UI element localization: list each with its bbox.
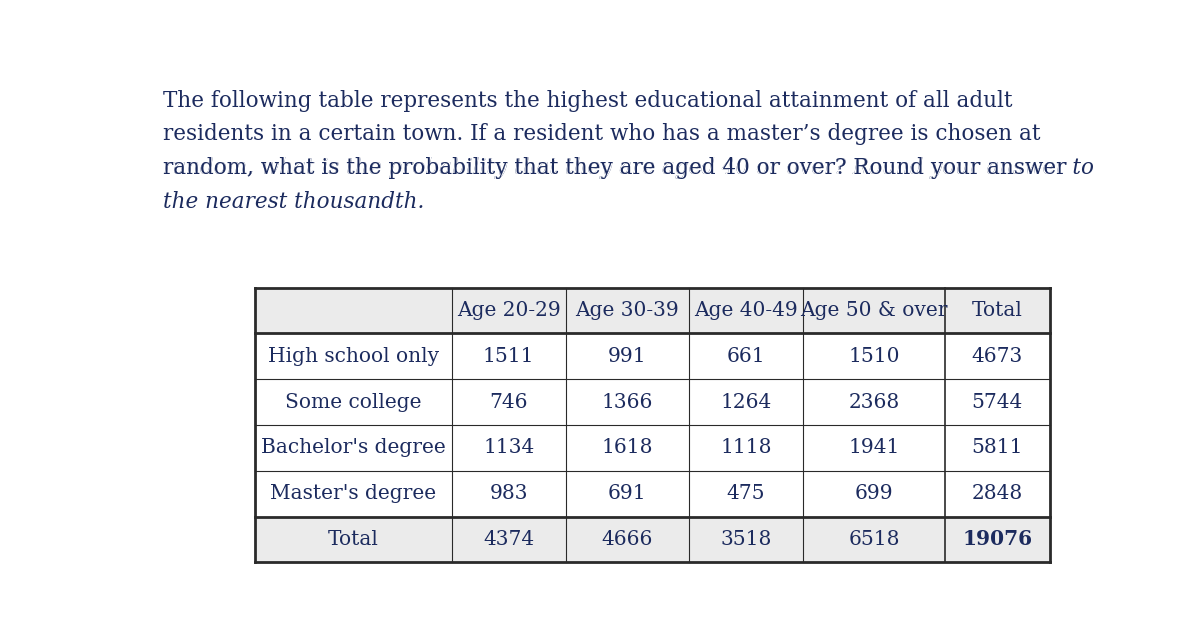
Text: 746: 746 bbox=[490, 393, 528, 412]
Bar bbox=[255, 471, 1050, 516]
Text: 475: 475 bbox=[727, 484, 765, 503]
Text: Master's degree: Master's degree bbox=[271, 484, 436, 503]
Text: random, what is the probability that they are aged 40 or over? Round your answer: random, what is the probability that the… bbox=[163, 157, 1073, 179]
Text: 1941: 1941 bbox=[849, 439, 900, 457]
Text: Total: Total bbox=[328, 530, 379, 549]
Text: 4374: 4374 bbox=[483, 530, 534, 549]
Text: 691: 691 bbox=[608, 484, 647, 503]
Text: 1510: 1510 bbox=[849, 347, 900, 366]
Text: 6518: 6518 bbox=[849, 530, 900, 549]
Text: random, what is the probability that they are aged 40 or over? Round your answer: random, what is the probability that the… bbox=[163, 157, 1094, 179]
Text: 4673: 4673 bbox=[971, 347, 1023, 366]
Text: 983: 983 bbox=[490, 484, 528, 503]
Bar bbox=[255, 379, 1050, 425]
Text: 991: 991 bbox=[608, 347, 647, 366]
Text: 1511: 1511 bbox=[483, 347, 534, 366]
Text: 661: 661 bbox=[727, 347, 765, 366]
Text: Age 40-49: Age 40-49 bbox=[694, 301, 797, 320]
Text: the nearest thousandth.: the nearest thousandth. bbox=[163, 190, 424, 213]
Text: Bachelor's degree: Bachelor's degree bbox=[261, 439, 446, 457]
Text: 1618: 1618 bbox=[602, 439, 653, 457]
Text: 1264: 1264 bbox=[720, 393, 771, 412]
Bar bbox=[255, 287, 1050, 333]
Text: Some college: Some college bbox=[285, 393, 422, 412]
Text: Age 50 & over: Age 50 & over bbox=[800, 301, 948, 320]
Text: The following table represents the highest educational attainment of all adult: The following table represents the highe… bbox=[163, 89, 1012, 111]
Bar bbox=[255, 425, 1050, 471]
Text: 2368: 2368 bbox=[849, 393, 900, 412]
Text: 2848: 2848 bbox=[971, 484, 1023, 503]
Text: 699: 699 bbox=[855, 484, 893, 503]
Text: 4666: 4666 bbox=[602, 530, 653, 549]
Text: 5811: 5811 bbox=[971, 439, 1023, 457]
Text: residents in a certain town. If a resident who has a master’s degree is chosen a: residents in a certain town. If a reside… bbox=[163, 123, 1041, 145]
Bar bbox=[255, 516, 1050, 563]
Text: 5744: 5744 bbox=[971, 393, 1023, 412]
Text: 1118: 1118 bbox=[720, 439, 772, 457]
Text: Age 20-29: Age 20-29 bbox=[457, 301, 560, 320]
Bar bbox=[255, 333, 1050, 379]
Text: random, what is the probability that they are aged 40 or over? Round your answer: random, what is the probability that the… bbox=[163, 157, 1073, 179]
Text: Age 30-39: Age 30-39 bbox=[576, 301, 679, 320]
Text: 1134: 1134 bbox=[483, 439, 534, 457]
Text: 19076: 19076 bbox=[962, 529, 1032, 550]
Text: 3518: 3518 bbox=[720, 530, 771, 549]
Text: 1366: 1366 bbox=[602, 393, 653, 412]
Text: Total: Total bbox=[971, 301, 1023, 320]
Text: High school only: High school only bbox=[268, 347, 439, 366]
